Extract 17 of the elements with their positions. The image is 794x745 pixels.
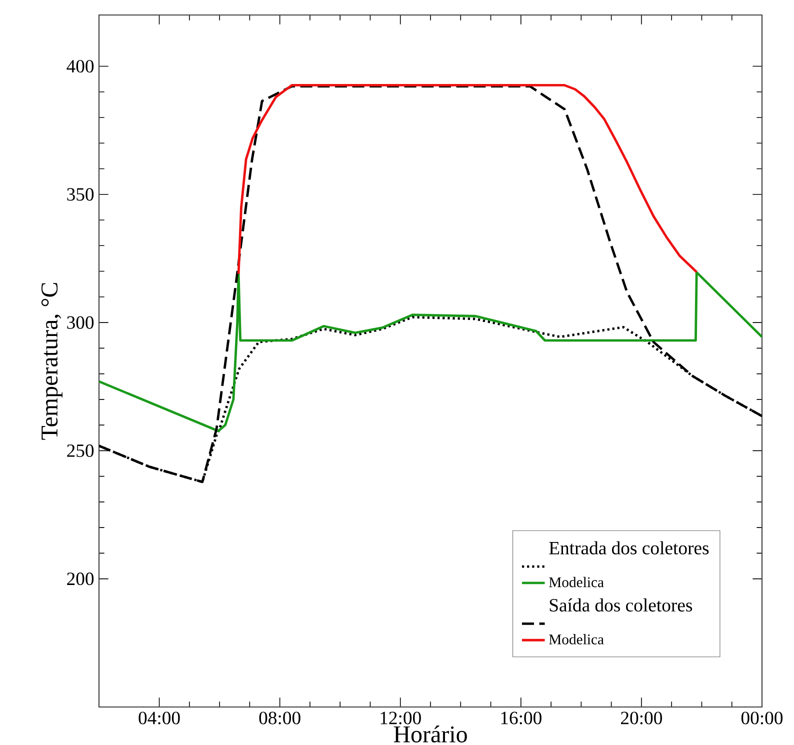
x-tick-label: 08:00: [259, 712, 300, 724]
x-tick-label: 00:00: [741, 712, 783, 724]
x-tick-label: 20:00: [621, 712, 662, 724]
x-axis-title: Horário: [394, 726, 467, 742]
y-tick-label: 400: [66, 60, 94, 73]
annotation: Saída dos coletores: [550, 598, 692, 612]
y-tick-label: 350: [67, 188, 94, 201]
annotation: Entrada dos coletores: [549, 541, 709, 554]
x-tick-label: 04:00: [138, 712, 180, 724]
y-tick-label: 200: [67, 572, 94, 586]
y-tick-label: 250: [67, 444, 94, 457]
legend-label: Modelica: [549, 576, 604, 588]
y-axis-title: Temperatura, °C: [41, 283, 62, 440]
x-tick-label: 16:00: [501, 712, 542, 724]
x-tick-label: 12:00: [380, 712, 421, 724]
y-tick-label: 300: [67, 316, 94, 329]
legend-label: Modelica: [549, 634, 604, 644]
